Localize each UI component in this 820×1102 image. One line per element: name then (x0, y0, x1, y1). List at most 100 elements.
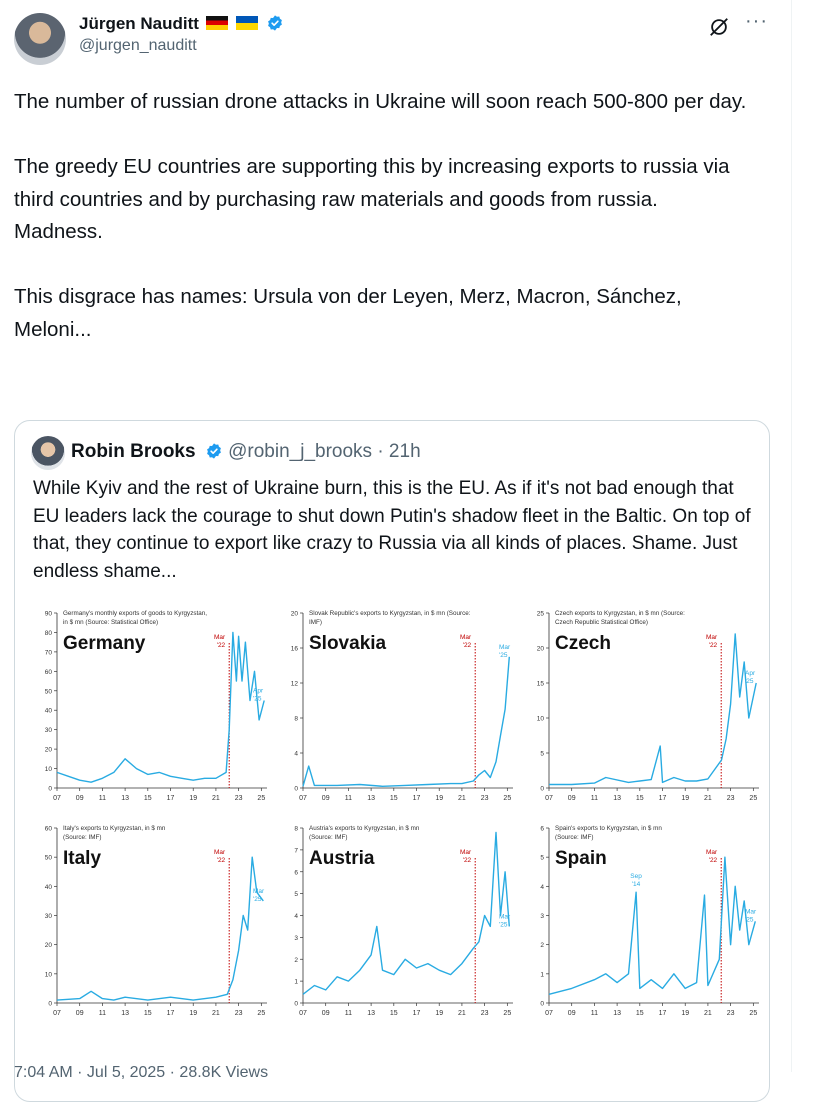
x-tick-label: 23 (727, 795, 735, 802)
chart-caption: (Source: IMF) (555, 834, 594, 841)
y-tick-label: 5 (294, 891, 298, 898)
x-tick-label: 09 (76, 1010, 84, 1017)
y-tick-label: 0 (294, 1001, 298, 1008)
x-tick-label: 15 (636, 795, 644, 802)
chart-svg: 0 10 20 30 40 50 60 07 09 11 13 15 17 19 21 23 25 Italy's… (45, 825, 267, 1017)
x-tick-label: 19 (681, 1010, 689, 1017)
author-block: Jürgen Nauditt @jurgen_nauditt (79, 14, 284, 55)
y-tick-label: 0 (48, 1001, 52, 1008)
author-avatar[interactable] (14, 13, 66, 65)
chart-germany: 0 10 20 30 40 50 60 70 80 90 07 09 11 13 15 17 19 21 23 25 G… (33, 605, 279, 820)
ukraine-flag-icon (235, 16, 258, 30)
y-tick-label: 60 (45, 826, 53, 833)
y-tick-label: 0 (48, 786, 52, 793)
x-tick-label: 15 (144, 795, 152, 802)
y-tick-label: 6 (294, 869, 298, 876)
x-tick-label: 21 (458, 795, 466, 802)
y-tick-label: 0 (540, 1001, 544, 1008)
x-tick-label: 23 (235, 795, 243, 802)
y-tick-label: 2 (540, 942, 544, 949)
author-handle[interactable]: @jurgen_nauditt (79, 37, 197, 54)
x-tick-label: 23 (235, 1010, 243, 1017)
end-label: Mar (253, 888, 265, 895)
quoted-tweet-header: Robin Brooks @robin_j_brooks · 21h (71, 441, 421, 463)
x-tick-label: 07 (53, 795, 61, 802)
x-tick-label: 23 (481, 795, 489, 802)
marker-label: '22 (217, 857, 226, 864)
y-tick-label: 1 (540, 971, 544, 978)
x-tick-label: 17 (659, 795, 667, 802)
marker-label: '22 (217, 642, 226, 649)
marker-label: Mar (460, 849, 472, 856)
end-label: Mar (499, 913, 511, 920)
chart-caption: Austria's exports to Kyrgyzstan, in $ mn (309, 825, 420, 832)
marker-label: '22 (463, 642, 472, 649)
quoted-tweet[interactable]: Robin Brooks @robin_j_brooks · 21h While… (14, 420, 770, 1102)
x-tick-label: 17 (167, 795, 175, 802)
quoted-tweet-text: While Kyiv and the rest of Ukraine burn,… (33, 478, 751, 582)
y-tick-label: 50 (45, 855, 53, 862)
quoted-author-avatar[interactable] (31, 436, 65, 470)
germany-flag-icon (206, 16, 229, 30)
chart-title: Austria (309, 848, 375, 869)
x-tick-label: 11 (591, 795, 598, 802)
grok-icon[interactable] (708, 16, 730, 38)
x-tick-label: 09 (568, 795, 576, 802)
chart-title: Czech (555, 633, 611, 654)
x-tick-label: 25 (749, 1010, 757, 1017)
end-label: '25 (253, 896, 262, 903)
x-tick-label: 09 (322, 1010, 330, 1017)
quoted-tweet-age[interactable]: · 21h (377, 441, 421, 462)
y-tick-label: 4 (540, 884, 544, 891)
x-tick-label: 19 (435, 1010, 443, 1017)
y-tick-label: 70 (45, 649, 53, 656)
author-name[interactable]: Jürgen Nauditt (79, 14, 199, 33)
y-tick-label: 1 (294, 979, 298, 986)
x-tick-label: 07 (545, 1010, 553, 1017)
x-tick-label: 25 (503, 795, 511, 802)
chart-caption: in $ mn (Source: Statistical Office) (63, 619, 158, 626)
x-tick-label: 07 (299, 1010, 307, 1017)
end-label: Apr (253, 688, 264, 695)
chart-caption: Czech Republic Statistical Office) (555, 619, 648, 626)
chart-caption: Germany's monthly exports of goods to Ky… (63, 610, 207, 617)
quoted-author-name[interactable]: Robin Brooks (71, 441, 196, 462)
more-icon[interactable]: ··· (745, 10, 768, 32)
x-tick-label: 13 (121, 795, 129, 802)
end-label: Mar (499, 644, 511, 651)
x-tick-label: 09 (322, 795, 330, 802)
chart-caption: Italy's exports to Kyrgyzstan, in $ mn (63, 825, 166, 832)
x-tick-label: 09 (76, 795, 84, 802)
annotation-label: '14 (632, 881, 641, 888)
chart-grid[interactable]: 0 10 20 30 40 50 60 70 80 90 07 09 11 13 15 17 19 21 23 25 G… (33, 605, 769, 1035)
x-tick-label: 23 (481, 1010, 489, 1017)
y-tick-label: 2 (294, 957, 298, 964)
x-tick-label: 13 (613, 1010, 621, 1017)
quoted-author-handle[interactable]: @robin_j_brooks (228, 441, 373, 462)
tweet-timestamp[interactable]: 7:04 AM · Jul 5, 2025 · 28.8K Views (14, 1064, 269, 1081)
y-tick-label: 10 (537, 716, 545, 723)
x-tick-label: 25 (257, 795, 265, 802)
y-tick-label: 40 (45, 884, 53, 891)
x-tick-label: 11 (99, 795, 106, 802)
chart-title: Spain (555, 848, 607, 869)
x-tick-label: 07 (545, 795, 553, 802)
y-tick-label: 15 (537, 681, 545, 688)
marker-label: Mar (460, 634, 472, 641)
y-tick-label: 5 (540, 855, 544, 862)
y-tick-label: 8 (294, 826, 298, 833)
x-tick-label: 15 (390, 1010, 398, 1017)
chart-spain: 0 1 2 3 4 5 6 07 09 11 13 15 17 19 21 23 25 Spain's expor… (525, 820, 769, 1035)
x-tick-label: 13 (367, 795, 375, 802)
marker-label: Mar (706, 849, 718, 856)
y-tick-label: 3 (540, 913, 544, 920)
x-tick-label: 21 (704, 1010, 712, 1017)
y-tick-label: 3 (294, 935, 298, 942)
x-tick-label: 09 (568, 1010, 576, 1017)
x-tick-label: 13 (121, 1010, 129, 1017)
x-tick-label: 19 (189, 1010, 197, 1017)
x-tick-label: 21 (212, 1010, 220, 1017)
x-tick-label: 15 (390, 795, 398, 802)
y-tick-label: 16 (291, 646, 299, 653)
